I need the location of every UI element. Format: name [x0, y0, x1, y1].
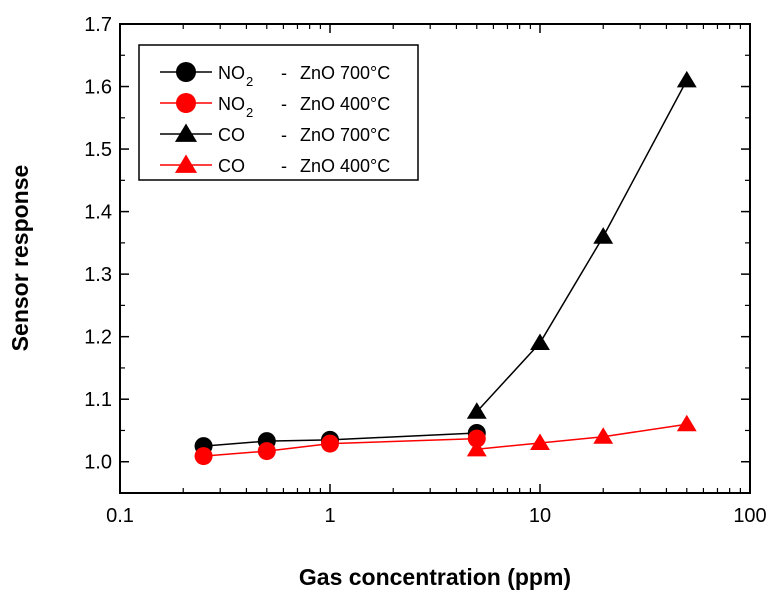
y-tick-label: 1.1 — [84, 389, 112, 411]
legend-material: ZnO 400°C — [300, 94, 390, 114]
x-axis-title: Gas concentration (ppm) — [299, 564, 571, 590]
legend-gas: NO — [218, 94, 245, 114]
legend-material: ZnO 700°C — [300, 125, 390, 145]
x-tick-label: 0.1 — [106, 505, 134, 527]
legend: NO 2- ZnO 700°CNO 2- ZnO 400°CCO - ZnO 700°CCO… — [138, 44, 419, 181]
legend-item: NO 2 - ZnO 400°C — [160, 93, 390, 120]
series-3 — [466, 70, 697, 419]
legend-material: ZnO 700°C — [300, 63, 390, 83]
series-line — [203, 432, 477, 447]
data-point — [676, 414, 697, 432]
legend-separator: - — [281, 63, 287, 83]
data-point — [321, 434, 339, 453]
legend-separator: - — [281, 125, 287, 145]
legend-gas: NO — [218, 63, 245, 83]
y-tick-label: 1.4 — [84, 202, 112, 224]
legend-gas: CO — [218, 156, 245, 176]
data-point — [194, 447, 213, 466]
legend-item: NO 2 - ZnO 700°C — [160, 62, 390, 89]
data-point — [466, 402, 487, 419]
data-point — [593, 227, 614, 244]
plot-frame — [119, 23, 751, 494]
series-line — [476, 79, 688, 413]
legend-marker — [176, 93, 196, 113]
data-point — [257, 442, 276, 461]
legend-marker — [174, 123, 198, 142]
legend-separator: - — [281, 156, 287, 176]
y-axis-title: Sensor response — [7, 165, 33, 352]
y-tick-label: 1.2 — [84, 327, 112, 349]
x-tick-label: 100 — [733, 505, 766, 527]
y-axis-ticks: 1.0 1.1 1.2 1.3 1.4 1.5 1.6 1.7 — [84, 14, 750, 494]
data-point — [530, 433, 550, 451]
series-4 — [466, 414, 697, 457]
y-tick-label: 1.0 — [84, 452, 112, 474]
legend-marker — [174, 154, 198, 173]
y-tick-label: 1.6 — [84, 77, 112, 99]
y-tick-label: 1.5 — [84, 139, 112, 161]
x-tick-label: 10 — [529, 505, 551, 527]
data-point — [593, 427, 614, 444]
y-tick-label: 1.3 — [84, 264, 112, 286]
series-line — [476, 423, 687, 450]
legend-material: ZnO 400°C — [300, 156, 390, 176]
legend-gas: CO — [218, 125, 245, 145]
series-layer — [194, 70, 697, 466]
data-point — [466, 439, 487, 457]
legend-item: CO - ZnO 400°C — [160, 154, 390, 176]
data-point — [530, 333, 550, 351]
data-point — [676, 70, 697, 88]
data-point — [467, 429, 486, 448]
y-tick-label: 1.7 — [84, 14, 112, 36]
x-tick-label: 1 — [324, 505, 335, 527]
series-2 — [194, 429, 486, 466]
legend-gas-subscript: 2 — [246, 105, 253, 120]
legend-separator: - — [281, 94, 287, 114]
legend-item: CO - ZnO 700°C — [160, 123, 390, 145]
legend-marker — [176, 62, 196, 82]
series-line — [203, 437, 477, 457]
x-axis-ticks: 0.1 1 10 100 — [106, 24, 767, 527]
legend-gas-subscript: 2 — [246, 74, 253, 89]
